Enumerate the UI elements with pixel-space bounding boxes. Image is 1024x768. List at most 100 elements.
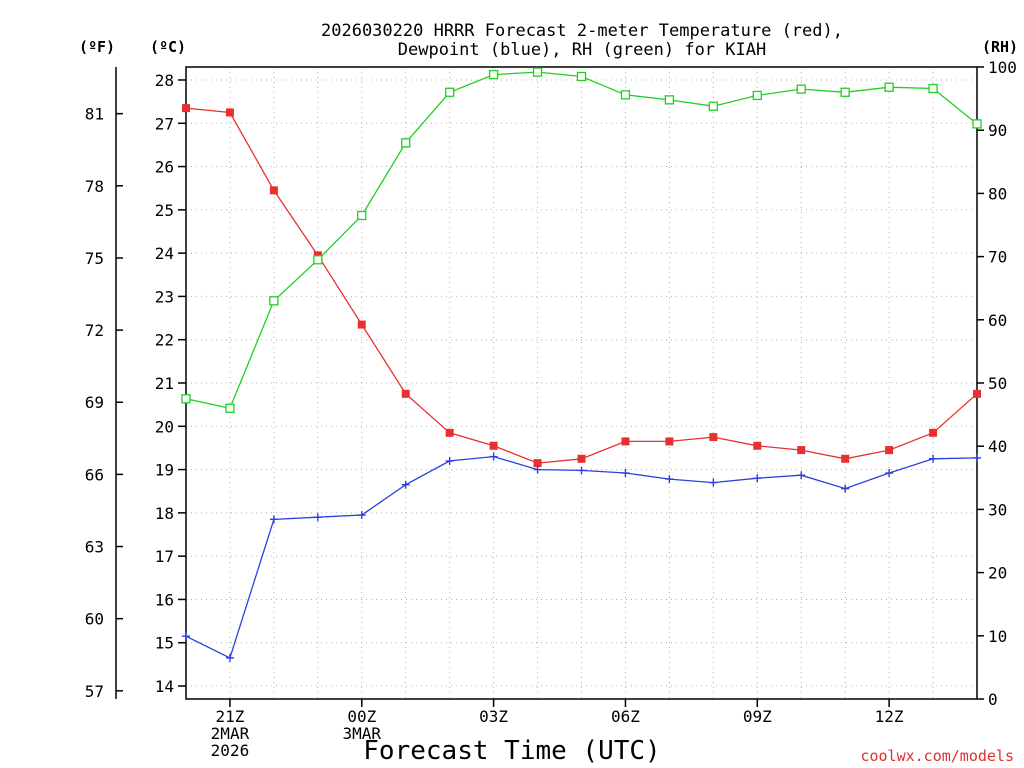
rh-tick-label: 60 bbox=[988, 311, 1007, 330]
rh-tick-label: 40 bbox=[988, 437, 1007, 456]
celsius-tick-label: 27 bbox=[155, 114, 174, 133]
celsius-tick-label: 15 bbox=[155, 634, 174, 653]
rh-point bbox=[532, 67, 543, 77]
rh-point bbox=[401, 138, 411, 148]
rh-point bbox=[840, 87, 850, 97]
temperature-line bbox=[185, 107, 978, 464]
fahrenheit-unit-label: (ºF) bbox=[79, 38, 115, 56]
fahrenheit-tick-label: 69 bbox=[85, 393, 104, 412]
temperature-point bbox=[533, 459, 542, 468]
temperature-point bbox=[445, 428, 454, 437]
dewpoint-point bbox=[621, 469, 630, 478]
celsius-tick-label: 19 bbox=[155, 461, 174, 480]
rh-point bbox=[357, 210, 367, 221]
rh-point bbox=[488, 69, 499, 80]
dewpoint-point bbox=[577, 466, 586, 475]
celsius-tick-label: 14 bbox=[155, 677, 174, 696]
dewpoint-point bbox=[973, 453, 981, 462]
x-tick-label: 2026 bbox=[211, 741, 250, 760]
fahrenheit-tick-label: 78 bbox=[85, 177, 104, 196]
rh-point bbox=[752, 90, 762, 101]
rh-point bbox=[708, 101, 718, 111]
data-series bbox=[181, 67, 982, 662]
x-tick-label: 3MAR bbox=[343, 724, 382, 743]
celsius-tick-label: 17 bbox=[155, 547, 174, 566]
x-tick-label: 21Z bbox=[215, 707, 244, 726]
temperature-point bbox=[797, 446, 806, 455]
temperature-point bbox=[753, 441, 762, 450]
rh-tick-label: 10 bbox=[988, 627, 1007, 646]
chart-title-line2: Dewpoint (blue), RH (green) for KIAH bbox=[398, 40, 766, 60]
celsius-tick-label: 25 bbox=[155, 201, 174, 220]
rh-tick-label: 80 bbox=[988, 184, 1007, 203]
rh-point bbox=[269, 296, 279, 306]
temperature-point bbox=[182, 104, 190, 113]
celsius-tick-label: 23 bbox=[155, 287, 174, 306]
celsius-tick-label: 22 bbox=[155, 331, 174, 350]
rh-point bbox=[576, 71, 587, 82]
temperature-point bbox=[929, 428, 938, 437]
dewpoint-point bbox=[401, 480, 410, 489]
dewpoint-point bbox=[269, 515, 278, 524]
dewpoint-point bbox=[225, 653, 234, 662]
rh-point bbox=[181, 394, 191, 404]
dewpoint-point bbox=[489, 452, 498, 461]
temperature-point bbox=[665, 437, 674, 446]
dewpoint-point bbox=[357, 511, 366, 520]
temperature-point bbox=[841, 454, 850, 463]
rh-tick-label: 100 bbox=[988, 58, 1017, 77]
temperature-point bbox=[401, 389, 410, 398]
x-tick-label: 09Z bbox=[743, 707, 772, 726]
rh-point bbox=[796, 84, 806, 94]
dewpoint-point bbox=[929, 454, 938, 463]
x-tick-label: 06Z bbox=[611, 707, 640, 726]
rh-tick-label: 50 bbox=[988, 374, 1007, 393]
rh-point bbox=[928, 83, 938, 94]
fahrenheit-tick-label: 75 bbox=[85, 249, 104, 268]
dewpoint-point bbox=[533, 465, 542, 474]
grid-lines bbox=[186, 67, 977, 699]
celsius-tick-label: 24 bbox=[155, 244, 174, 263]
temperature-point bbox=[577, 454, 586, 463]
fahrenheit-tick-label: 63 bbox=[85, 538, 104, 557]
celsius-tick-label: 28 bbox=[155, 71, 174, 90]
x-tick-label: 00Z bbox=[347, 707, 376, 726]
temperature-point bbox=[885, 446, 894, 455]
dewpoint-point bbox=[797, 471, 806, 480]
rh-tick-label: 30 bbox=[988, 500, 1007, 519]
celsius-tick-label: 20 bbox=[155, 417, 174, 436]
temperature-point bbox=[357, 320, 366, 329]
dewpoint-point bbox=[753, 474, 762, 483]
rh-tick-label: 70 bbox=[988, 248, 1007, 267]
dewpoint-point bbox=[885, 469, 894, 478]
dewpoint-point bbox=[709, 478, 718, 487]
rh-point bbox=[313, 255, 323, 265]
celsius-unit-label: (ºC) bbox=[150, 38, 186, 56]
dewpoint-point bbox=[182, 632, 190, 641]
fahrenheit-tick-label: 66 bbox=[85, 465, 104, 484]
fahrenheit-tick-label: 72 bbox=[85, 321, 104, 340]
dewpoint-point bbox=[665, 475, 674, 484]
rh-unit-label: (RH) bbox=[982, 38, 1018, 56]
axes: 14 15 16 17 18 19 20 21 22 23 24 25 26 27 28 57 60 63 66 69… bbox=[85, 58, 1017, 760]
temperature-point bbox=[489, 441, 498, 450]
temperature-point bbox=[269, 186, 278, 195]
watermark: coolwx.com/models bbox=[860, 747, 1014, 765]
temperature-point bbox=[973, 389, 981, 398]
dewpoint-point bbox=[841, 484, 850, 493]
rh-point bbox=[884, 82, 894, 92]
rh-point bbox=[620, 90, 631, 100]
x-axis-title: Forecast Time (UTC) bbox=[363, 736, 660, 766]
fahrenheit-tick-label: 81 bbox=[85, 105, 104, 124]
temperature-point bbox=[709, 433, 718, 442]
x-tick-label: 03Z bbox=[479, 707, 508, 726]
x-tick-label: 2MAR bbox=[211, 724, 250, 743]
fahrenheit-tick-label: 57 bbox=[85, 682, 104, 701]
x-tick-label: 12Z bbox=[875, 707, 904, 726]
fahrenheit-tick-label: 60 bbox=[85, 610, 104, 629]
chart-title-line1: 2026030220 HRRR Forecast 2-meter Tempera… bbox=[321, 21, 843, 41]
celsius-tick-label: 18 bbox=[155, 504, 174, 523]
rh-tick-label: 90 bbox=[988, 121, 1007, 140]
celsius-tick-label: 16 bbox=[155, 590, 174, 609]
